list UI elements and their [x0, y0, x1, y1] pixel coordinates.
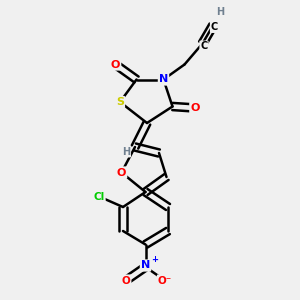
Text: +: + [151, 255, 158, 264]
Text: N: N [159, 74, 168, 85]
Text: O: O [111, 59, 120, 70]
Text: O⁻: O⁻ [158, 275, 172, 286]
Text: C: C [211, 22, 218, 32]
Text: N: N [141, 260, 150, 271]
Text: O: O [117, 167, 126, 178]
Text: O: O [190, 103, 200, 113]
Text: O: O [122, 275, 130, 286]
Text: S: S [116, 97, 124, 107]
Text: H: H [122, 146, 130, 157]
Text: C: C [200, 41, 208, 52]
Text: Cl: Cl [93, 191, 105, 202]
Text: H: H [216, 7, 225, 17]
